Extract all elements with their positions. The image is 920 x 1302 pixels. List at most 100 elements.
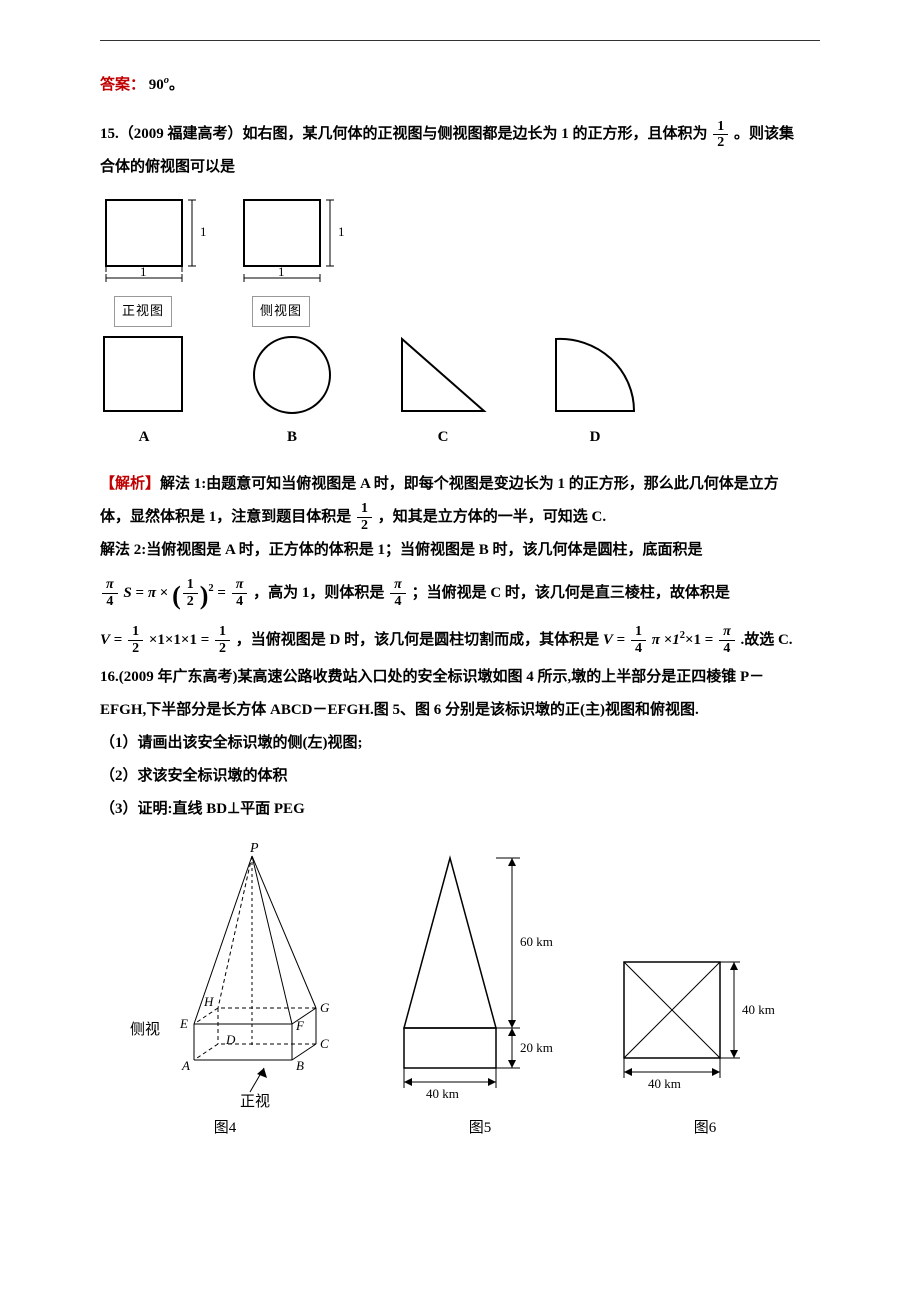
svg-text:A: A — [181, 1058, 190, 1073]
eqS-lhs-d: 4 — [102, 594, 118, 609]
q16-p3: （3）证明:直线 BD⊥平面 PEG — [100, 793, 820, 826]
fig4-svg: P — [100, 838, 350, 1108]
q15-m1-c: ，知其是立方体的一半，可知选 C. — [378, 509, 606, 525]
option-c-svg — [396, 333, 490, 417]
svg-text:1: 1 — [338, 224, 345, 239]
fig4-caption: 图4 — [100, 1112, 350, 1145]
option-b-svg — [248, 333, 336, 417]
eqV2-rhs-d: 4 — [719, 641, 735, 656]
q15-stem-line1: 15.（2009 福建高考）如右图，某几何体的正视图与侧视图都是边长为 1 的正… — [100, 118, 820, 151]
fig5-h-bot: 20 km — [520, 1040, 553, 1055]
option-c-label: C — [396, 421, 490, 454]
option-a-label: A — [100, 421, 188, 454]
fig6-h: 40 km — [742, 1002, 775, 1017]
q16-figure-row: P — [100, 838, 820, 1145]
front-view-svg: 1 1 — [100, 194, 212, 292]
eqS-lhs-n: π — [102, 577, 118, 593]
fig6-w: 40 km — [648, 1076, 681, 1091]
svg-text:1: 1 — [140, 264, 147, 279]
answer-label: 答案： — [100, 77, 145, 93]
option-b-label: B — [248, 421, 336, 454]
q15-m2-eqV: V = 12 ×1×1×1 = 12 ，当俯视图是 D 时，该几何是圆柱切割而成… — [100, 624, 820, 657]
eqS-eq: = — [217, 585, 229, 601]
eqV2-q-n: 1 — [631, 624, 646, 640]
svg-text:1: 1 — [200, 224, 207, 239]
q15-body-b: 。则该集 — [734, 126, 794, 142]
q15-number: 15. — [100, 126, 119, 142]
q15-m2-b: ，高为 1，则体积是 — [253, 585, 384, 601]
q16-stem-l2: EFGH,下半部分是长方体 ABCD－EFGH.图 5、图 6 分别是该标识墩的… — [100, 694, 820, 727]
side-view-svg: 1 1 — [238, 194, 350, 292]
m2-pi4-d: 4 — [390, 594, 406, 609]
answer-value-num: 90 — [149, 77, 164, 93]
q15-half-num: 1 — [713, 119, 728, 135]
q15-m2-e: .故选 C. — [740, 632, 792, 648]
fig6: 40 km 40 km 图6 — [610, 948, 800, 1145]
q15-m2-a: 解法 2:当俯视图是 A 时，正方体的体积是 1；当俯视图是 B 时，该几何体是… — [100, 534, 820, 567]
eqS-rhs-n: π — [232, 577, 248, 593]
q15-option-row: A B C D — [100, 333, 820, 454]
answer-line: 答案： 90o。 — [100, 69, 820, 102]
side-view-label: 侧视图 — [252, 296, 310, 327]
option-d-label: D — [550, 421, 640, 454]
page: 答案： 90o。 15.（2009 福建高考）如右图，某几何体的正视图与侧视图都… — [50, 0, 870, 1205]
option-c: C — [396, 333, 490, 454]
eqV2-rhs-n: π — [719, 624, 735, 640]
lbl-side: 侧视 — [130, 1021, 160, 1038]
fig4: P — [100, 838, 350, 1145]
eqV-half-n: 1 — [128, 624, 143, 640]
option-a: A — [100, 333, 188, 454]
svg-text:B: B — [296, 1058, 304, 1073]
q15-m2-c: ；当俯视是 C 时，该几何是直三棱柱，故体积是 — [412, 585, 730, 601]
q15-view-row: 1 1 正视图 1 1 侧视图 — [100, 194, 820, 327]
q15-stem-line2: 合体的俯视图可以是 — [100, 151, 820, 184]
eqS-in-d: 2 — [183, 594, 198, 609]
q15-source: （2009 福建高考） — [119, 126, 243, 142]
fig5-h-top: 60 km — [520, 934, 553, 949]
svg-text:1: 1 — [278, 264, 285, 279]
svg-text:C: C — [320, 1036, 329, 1051]
eqV2-mid2: ×1 = — [685, 632, 717, 648]
q15-half-den: 2 — [713, 135, 728, 150]
eqV-mid: ×1×1×1 = — [149, 632, 213, 648]
q15-body-a: 如右图，某几何体的正视图与侧视图都是边长为 1 的正方形，且体积为 — [243, 126, 708, 142]
fig6-svg: 40 km 40 km — [610, 948, 800, 1108]
eqV2-mid: π ×1 — [652, 632, 680, 648]
q16-number: 16. — [100, 669, 119, 685]
svg-text:H: H — [203, 994, 214, 1009]
eqS-rhs-d: 4 — [232, 594, 248, 609]
m1-half-d: 2 — [357, 518, 372, 533]
svg-text:D: D — [225, 1032, 236, 1047]
eqV-rhs-d: 2 — [215, 641, 230, 656]
fig5-caption: 图5 — [380, 1112, 580, 1145]
fig6-caption: 图6 — [610, 1112, 800, 1145]
fig5-svg: 60 km 20 km 40 km — [380, 848, 580, 1108]
q15-m2-d: ，当俯视图是 D 时，该几何是圆柱切割而成，其体积是 — [236, 632, 599, 648]
svg-text:F: F — [295, 1018, 305, 1033]
eqV2-q-d: 4 — [631, 641, 646, 656]
eqV-half-d: 2 — [128, 641, 143, 656]
option-b: B — [248, 333, 336, 454]
q16-stem-l1: 16.(2009 年广东高考)某高速公路收费站入口处的安全标识墩如图 4 所示,… — [100, 661, 820, 694]
q15-m2-eqS: π4 S = π × (12)2 = π4 ，高为 1，则体积是 π4 ；当俯视… — [100, 567, 820, 624]
lbl-front: 正视 — [240, 1093, 270, 1108]
q15-m1-a: 解法 1:由题意可知当俯视图是 A 时，即每个视图是变边长为 1 的正方形，那么… — [160, 476, 779, 492]
q15-analysis-l1: 【解析】解法 1:由题意可知当俯视图是 A 时，即每个视图是变边长为 1 的正方… — [100, 468, 820, 501]
front-view-label: 正视图 — [114, 296, 172, 327]
svg-text:E: E — [179, 1016, 188, 1031]
q16-p2: （2）求该安全标识墩的体积 — [100, 760, 820, 793]
q16-body-a: 某高速公路收费站入口处的安全标识墩如图 4 所示,墩的上半部分是正四棱锥 P－ — [238, 669, 765, 685]
lbl-P: P — [249, 841, 259, 856]
fig5: 60 km 20 km 40 km 图5 — [380, 848, 580, 1145]
option-d-svg — [550, 333, 640, 417]
eqV-rhs-n: 1 — [215, 624, 230, 640]
q16-p1: （1）请画出该安全标识墩的侧(左)视图; — [100, 727, 820, 760]
eqS-sq: 2 — [208, 583, 213, 594]
m1-half-n: 1 — [357, 501, 372, 517]
option-a-svg — [100, 333, 188, 417]
q16-source: (2009 年广东高考) — [119, 669, 238, 685]
analysis-label: 【解析】 — [100, 476, 160, 492]
q15-side-view: 1 1 侧视图 — [238, 194, 350, 327]
option-d: D — [550, 333, 640, 454]
q15-m1-b: 体，显然体积是 1，注意到题目体积是 — [100, 509, 351, 525]
